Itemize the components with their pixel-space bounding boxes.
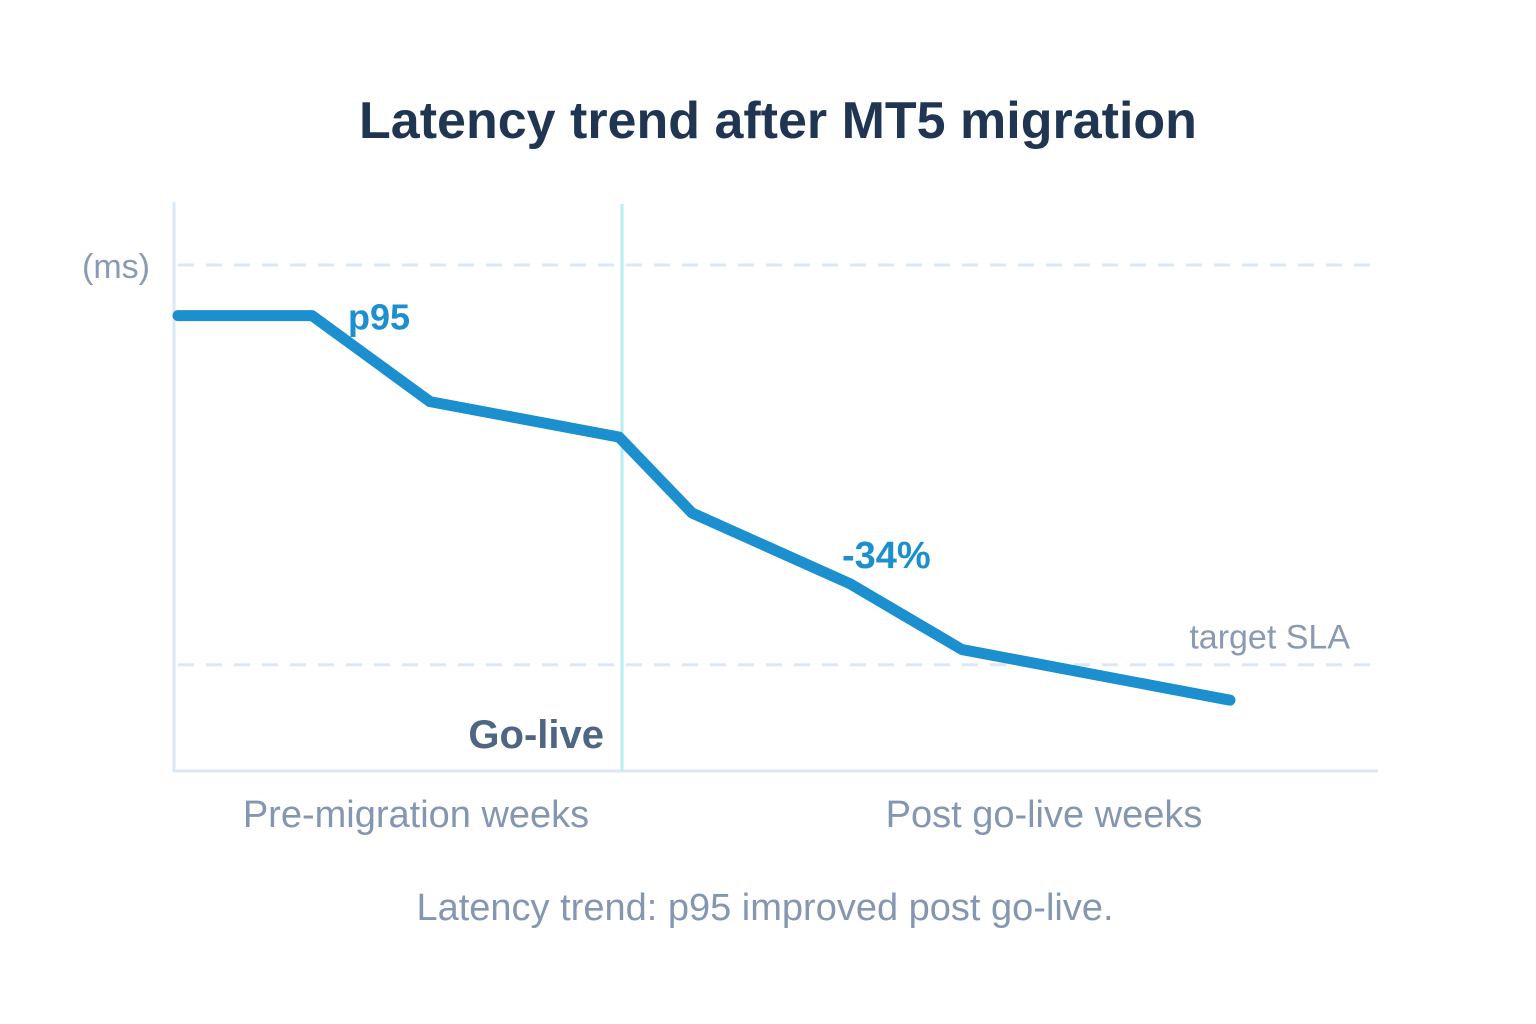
- series-p95: [172, 310, 1236, 706]
- target-sla-label: target SLA: [1189, 619, 1350, 657]
- series-label-p95: p95: [348, 297, 410, 338]
- change-annotation: -34%: [842, 535, 931, 577]
- chart-title: Latency trend after MT5 migration: [359, 92, 1197, 150]
- chart-caption: Latency trend: p95 improved post go-live…: [416, 887, 1113, 929]
- y-axis-unit-label: (ms): [82, 248, 150, 286]
- x-category-label-pre: Pre-migration weeks: [243, 794, 589, 836]
- go-live-label: Go-live: [468, 713, 604, 757]
- series-line-p95: [172, 310, 1236, 706]
- x-category-label-post: Post go-live weeks: [886, 794, 1203, 836]
